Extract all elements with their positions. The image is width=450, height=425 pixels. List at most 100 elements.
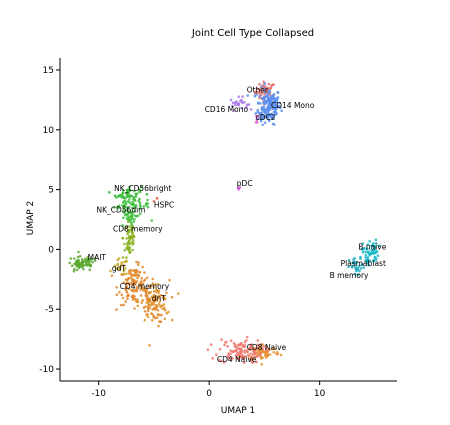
- scatter-point: [246, 350, 249, 354]
- scatter-point: [146, 307, 150, 311]
- scatter-point: [125, 246, 129, 249]
- cluster-label: Plasmablast: [341, 259, 386, 268]
- scatter-point: [75, 268, 79, 272]
- scatter-point: [177, 292, 180, 295]
- scatter-point: [256, 343, 260, 347]
- cluster-label: HSPC: [154, 201, 174, 210]
- scatter-point: [353, 256, 356, 260]
- scatter-point: [276, 96, 280, 99]
- scatter-point: [123, 249, 126, 252]
- scatter-point: [237, 95, 240, 98]
- scatter-point: [143, 288, 147, 291]
- scatter-point: [133, 217, 136, 221]
- scatter-point: [129, 272, 133, 276]
- scatter-point: [260, 107, 264, 111]
- scatter-point: [256, 346, 259, 350]
- scatter-point: [264, 109, 267, 112]
- scatter-point: [136, 300, 140, 303]
- scatter-point: [368, 239, 372, 243]
- scatter-point: [364, 253, 368, 257]
- cluster-label: pDC: [237, 179, 253, 188]
- scatter-point: [144, 294, 148, 298]
- scatter-point: [360, 247, 364, 251]
- scatter-point: [152, 286, 156, 289]
- scatter-point: [143, 310, 147, 313]
- scatter-point: [127, 240, 131, 243]
- scatter-point: [347, 265, 350, 269]
- scatter-point: [143, 271, 146, 274]
- scatter-point: [121, 296, 125, 300]
- scatter-point: [258, 82, 261, 86]
- x-tick-label: -10: [91, 389, 106, 399]
- scatter-point: [76, 263, 79, 267]
- scatter-point: [126, 209, 129, 213]
- scatter-point: [206, 348, 210, 352]
- scatter-point: [359, 257, 362, 260]
- scatter-point: [266, 86, 269, 90]
- scatter-point: [264, 91, 267, 94]
- scatter-point: [79, 263, 83, 266]
- scatter-point: [257, 101, 260, 104]
- x-axis-title: UMAP 1: [221, 406, 256, 416]
- scatter-point: [148, 344, 151, 347]
- scatter-point: [255, 360, 258, 364]
- cluster-label: CD8 Naive: [247, 343, 287, 352]
- scatter-point: [266, 111, 270, 114]
- scatter-point: [138, 270, 141, 274]
- scatter-point: [237, 357, 241, 361]
- cluster-pdc: [237, 186, 241, 191]
- cluster-label: CD16 Mono: [205, 105, 249, 114]
- scatter-point: [253, 355, 257, 359]
- scatter-point: [136, 269, 139, 273]
- scatter-point: [122, 273, 126, 276]
- scatter-point: [130, 223, 134, 226]
- scatter-point: [372, 249, 376, 252]
- scatter-point: [262, 101, 265, 104]
- scatter-point: [373, 257, 377, 260]
- scatter-point: [131, 288, 135, 292]
- scatter-point: [75, 259, 78, 263]
- scatter-point: [238, 186, 241, 189]
- scatter-point: [259, 343, 262, 346]
- scatter-point: [246, 353, 250, 357]
- scatter-point: [143, 278, 147, 282]
- scatter-point: [127, 188, 131, 192]
- scatter-point: [152, 200, 156, 203]
- scatter-point: [148, 286, 152, 289]
- scatter-point: [264, 347, 268, 351]
- scatter-point: [258, 96, 261, 100]
- y-tick-label: 10: [43, 126, 55, 136]
- scatter-point: [268, 348, 271, 352]
- scatter-point: [263, 82, 267, 85]
- scatter-point: [141, 298, 144, 302]
- scatter-point: [347, 259, 351, 262]
- scatter-point: [82, 263, 86, 267]
- scatter-point: [121, 204, 124, 207]
- cluster-label: gdT: [112, 264, 127, 273]
- scatter-point: [264, 102, 267, 106]
- scatter-point: [223, 343, 226, 347]
- scatter-point: [131, 211, 134, 214]
- scatter-point: [270, 116, 274, 120]
- scatter-point: [140, 185, 144, 189]
- scatter-point: [145, 313, 148, 317]
- scatter-point: [245, 339, 248, 342]
- scatter-point: [266, 106, 270, 109]
- scatter-point: [155, 288, 158, 292]
- scatter-point: [145, 298, 149, 301]
- scatter-point: [366, 243, 370, 246]
- scatter-point: [268, 353, 272, 356]
- scatter-point: [145, 192, 149, 196]
- scatter-point: [277, 105, 281, 108]
- scatter-point: [151, 282, 155, 285]
- scatter-point: [357, 265, 361, 268]
- scatter-point: [73, 267, 76, 271]
- scatter-point: [229, 98, 233, 102]
- scatter-point: [131, 248, 134, 252]
- scatter-point: [243, 351, 247, 354]
- scatter-point: [268, 104, 271, 108]
- scatter-point: [249, 352, 252, 356]
- scatter-point: [72, 270, 76, 273]
